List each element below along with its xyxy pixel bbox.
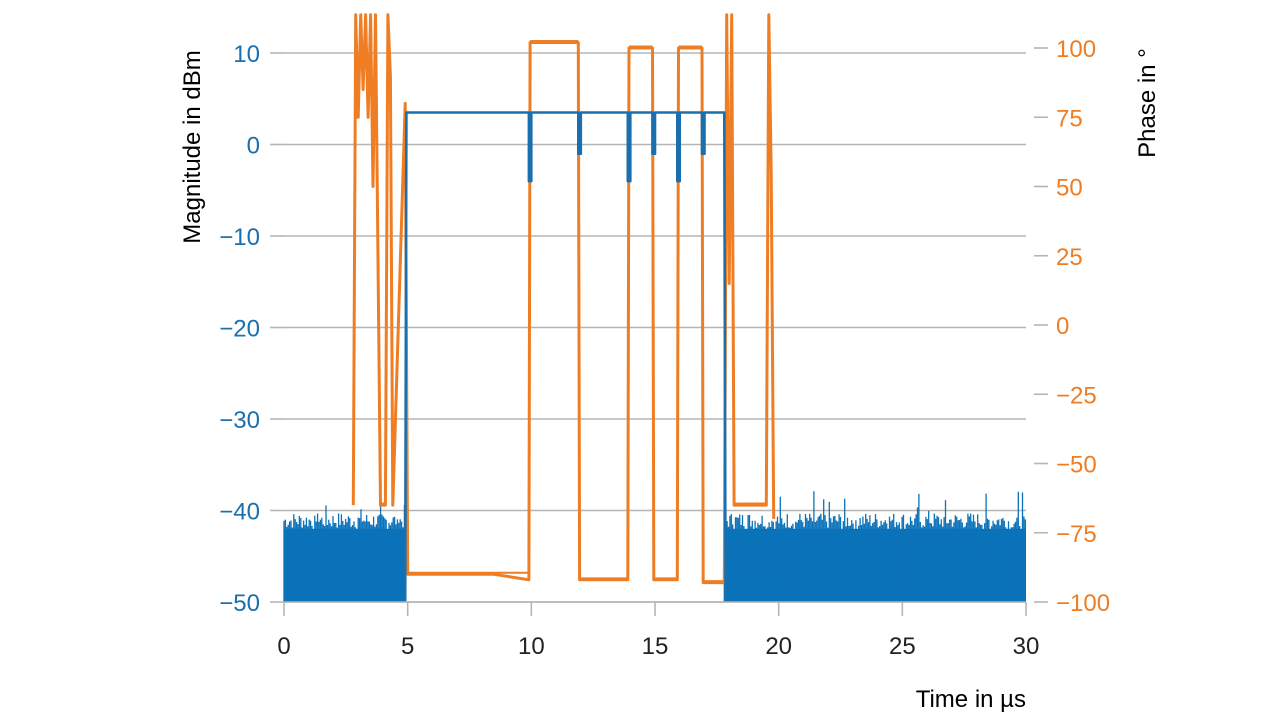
x-tick-label: 10 <box>518 633 545 660</box>
x-tick-label: 30 <box>1013 633 1040 660</box>
y-right-tick-label: −25 <box>1056 382 1097 409</box>
y-right-tick-label: 75 <box>1056 105 1083 132</box>
y-right-tick-label: 25 <box>1056 244 1083 271</box>
y-left-tick-label: −20 <box>219 316 260 343</box>
y-left-tick-label: 0 <box>247 133 260 160</box>
y-left-tick-label: −10 <box>219 224 260 251</box>
y-right-tick-label: −100 <box>1056 590 1110 617</box>
magnitude-noise-floor <box>283 490 1026 602</box>
axis-layer: 100−10−20−30−40−501007550250−25−50−75−10… <box>219 36 1110 660</box>
x-tick-label: 0 <box>277 633 290 660</box>
y-left-tick-label: −30 <box>219 407 260 434</box>
y-axis-right-label: Phase in ° <box>1134 48 1161 158</box>
y-left-tick-label: −50 <box>219 590 260 617</box>
phase-series-line <box>351 13 776 585</box>
y-right-tick-label: −75 <box>1056 521 1097 548</box>
magnitude-series-line <box>403 111 727 603</box>
x-tick-label: 20 <box>765 633 792 660</box>
x-tick-label: 5 <box>401 633 414 660</box>
x-axis-label: Time in µs <box>916 686 1026 713</box>
noise-floor-spikes <box>283 490 406 602</box>
y-right-tick-label: −50 <box>1056 452 1097 479</box>
magnitude-series-layer <box>403 111 727 603</box>
y-left-tick-label: −40 <box>219 499 260 526</box>
x-tick-label: 25 <box>889 633 916 660</box>
y-left-tick-label: 10 <box>233 41 260 68</box>
y-right-tick-label: 100 <box>1056 36 1096 63</box>
phase-series-layer <box>351 13 776 585</box>
x-tick-label: 15 <box>642 633 669 660</box>
y-right-tick-label: 50 <box>1056 175 1083 202</box>
y-axis-left-label: Magnitude in dBm <box>179 50 206 243</box>
y-right-tick-label: 0 <box>1056 313 1069 340</box>
